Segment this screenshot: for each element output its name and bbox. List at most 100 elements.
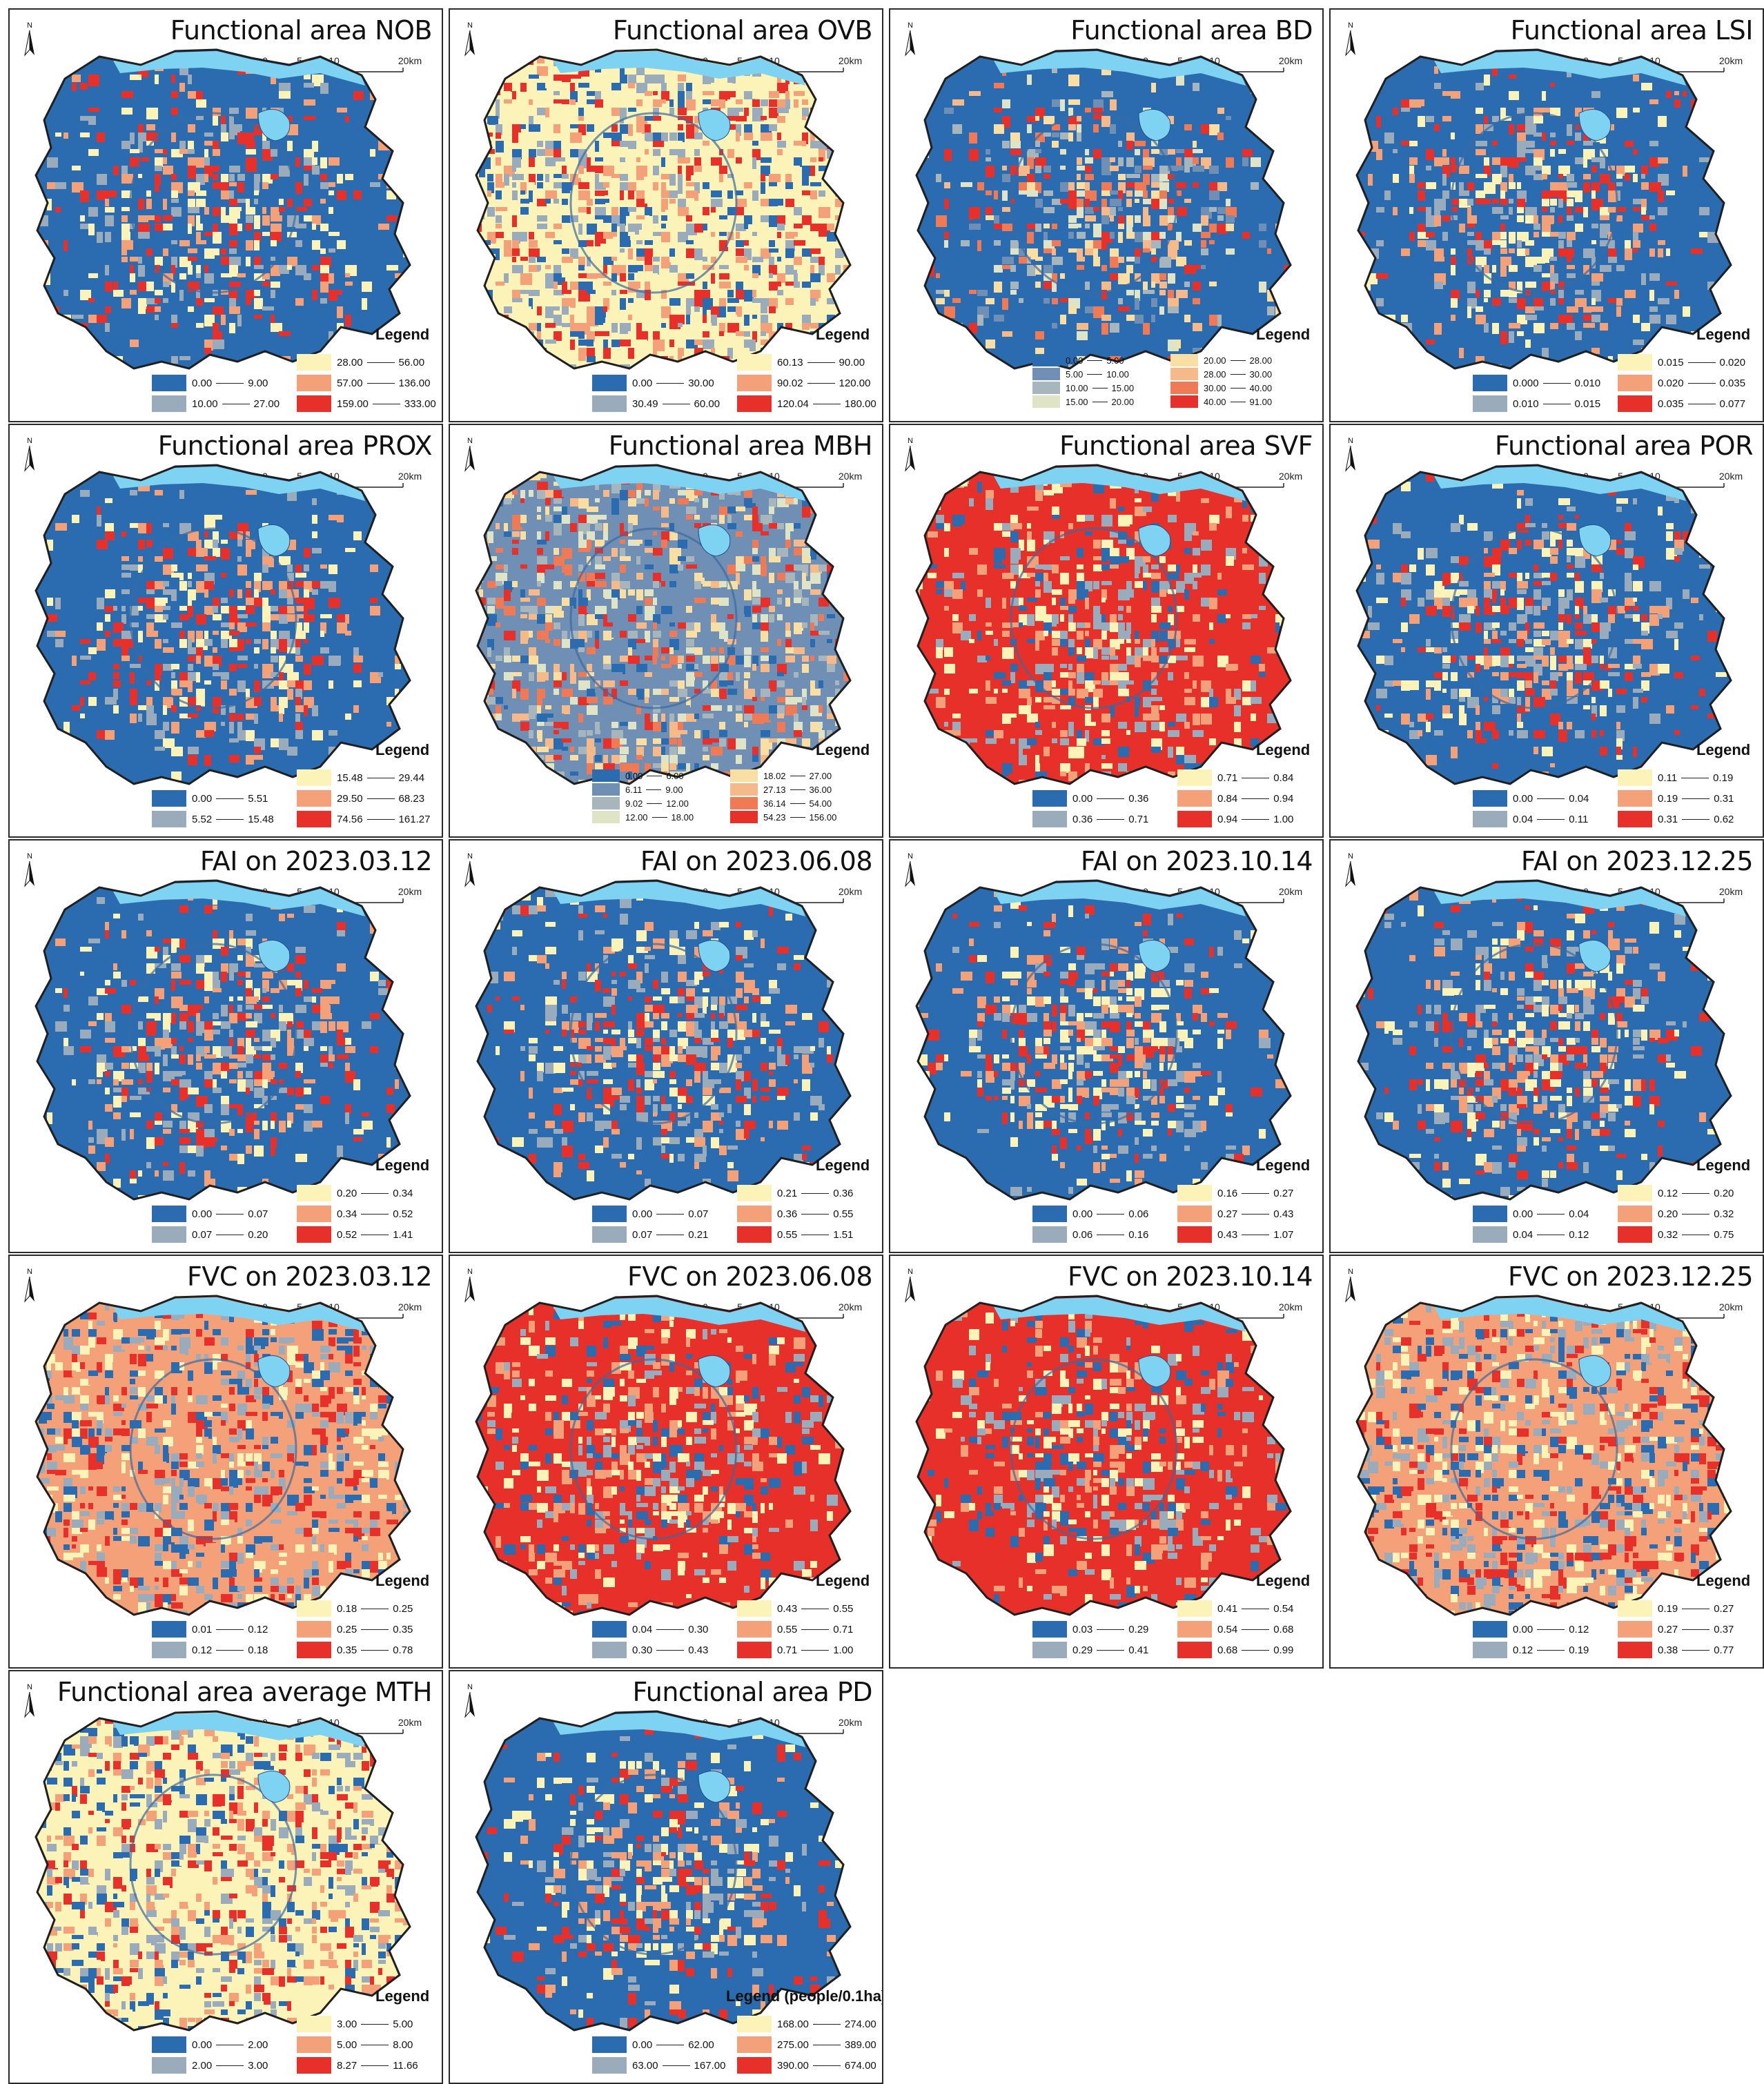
map-patch: [1060, 689, 1069, 695]
map-patch: [113, 282, 118, 291]
map-patch: [1077, 747, 1084, 758]
map-patch: [1234, 722, 1241, 732]
map-patch: [1010, 282, 1019, 289]
map-patch: [221, 257, 229, 265]
map-patch: [785, 747, 795, 756]
map-patch: [936, 697, 945, 708]
map-patch: [936, 747, 945, 756]
map-patch: [777, 614, 783, 620]
map-patch: [727, 523, 736, 529]
map-patch: [761, 141, 770, 153]
map-patch: [553, 282, 558, 289]
map-patch: [221, 680, 227, 689]
map-patch: [843, 315, 854, 324]
map-patch: [537, 141, 543, 147]
map-patch: [570, 240, 576, 245]
legend-low: 0.00: [625, 771, 643, 781]
map-patch: [843, 207, 850, 211]
map-patch: [213, 248, 219, 255]
map-patch: [810, 689, 821, 696]
map-patch: [944, 232, 949, 239]
map-patch: [719, 174, 723, 183]
map-patch: [1101, 215, 1109, 224]
map-patch: [986, 190, 992, 195]
map-patch: [595, 556, 602, 566]
map-patch: [504, 564, 508, 572]
map-patch: [669, 581, 676, 587]
map-patch: [1118, 207, 1123, 211]
map-patch: [1027, 540, 1035, 551]
map-patch: [562, 780, 567, 791]
map-patch: [736, 132, 740, 141]
map-patch: [1217, 755, 1222, 763]
map-patch: [686, 265, 695, 273]
map-patch: [669, 174, 676, 186]
map-patch: [843, 141, 852, 148]
map-patch: [121, 564, 130, 570]
map-patch: [1492, 141, 1498, 146]
map-patch: [1043, 224, 1050, 228]
map-patch: [1043, 664, 1054, 672]
map-patch: [113, 606, 117, 611]
map-patch: [603, 323, 612, 330]
map-patch: [911, 364, 923, 374]
map-patch: [802, 581, 811, 590]
map-patch: [1085, 224, 1090, 228]
map-patch: [504, 672, 513, 680]
north-label: N: [27, 437, 32, 445]
map-patch: [1616, 265, 1625, 271]
map-patch: [611, 323, 618, 333]
map-patch: [653, 639, 658, 647]
legend-low: 0.00: [632, 377, 652, 389]
map-patch: [80, 747, 88, 756]
legend-dash: [216, 383, 244, 384]
map-patch: [304, 99, 315, 106]
map-patch: [603, 199, 609, 203]
map-patch: [711, 738, 721, 743]
map-patch: [1275, 564, 1285, 571]
map-patch: [1550, 257, 1557, 261]
map-patch: [479, 755, 489, 760]
map-patch: [254, 174, 260, 182]
map-patch: [703, 290, 710, 298]
map-patch: [512, 672, 522, 676]
map-patch: [620, 265, 626, 273]
map-patch: [254, 647, 259, 653]
map-patch: [1509, 265, 1518, 272]
map-patch: [353, 647, 359, 656]
map-patch: [55, 523, 67, 531]
legend-low: 15.00: [1066, 397, 1088, 407]
map-patch: [537, 581, 541, 587]
map-patch: [911, 689, 917, 696]
legend-dash: [1688, 383, 1716, 384]
map-patch: [810, 83, 820, 88]
map-patch: [1193, 182, 1199, 188]
map-patch: [703, 141, 709, 146]
map-patch: [595, 515, 607, 520]
map-patch: [72, 656, 77, 666]
legend-dash: [367, 362, 395, 363]
map-patch: [587, 730, 593, 736]
map-patch: [113, 664, 119, 669]
map-patch: [1201, 248, 1208, 255]
map-patch: [279, 589, 288, 598]
map-patch: [1193, 265, 1201, 269]
map-patch: [727, 507, 736, 513]
map-patch: [810, 157, 816, 162]
map-patch: [852, 722, 859, 731]
map-patch: [744, 224, 748, 229]
map-patch: [1151, 315, 1155, 322]
map-patch: [1492, 298, 1501, 306]
map-patch: [761, 697, 765, 701]
map-patch: [1035, 722, 1040, 728]
map-patch: [761, 531, 769, 535]
map-patch: [1525, 306, 1535, 313]
map-patch: [620, 240, 631, 247]
map-patch: [121, 257, 128, 262]
map-patch: [1110, 323, 1119, 333]
map-patch: [595, 564, 605, 569]
map-patch: [362, 282, 372, 292]
map-patch: [262, 664, 273, 674]
map-patch: [1010, 664, 1018, 671]
